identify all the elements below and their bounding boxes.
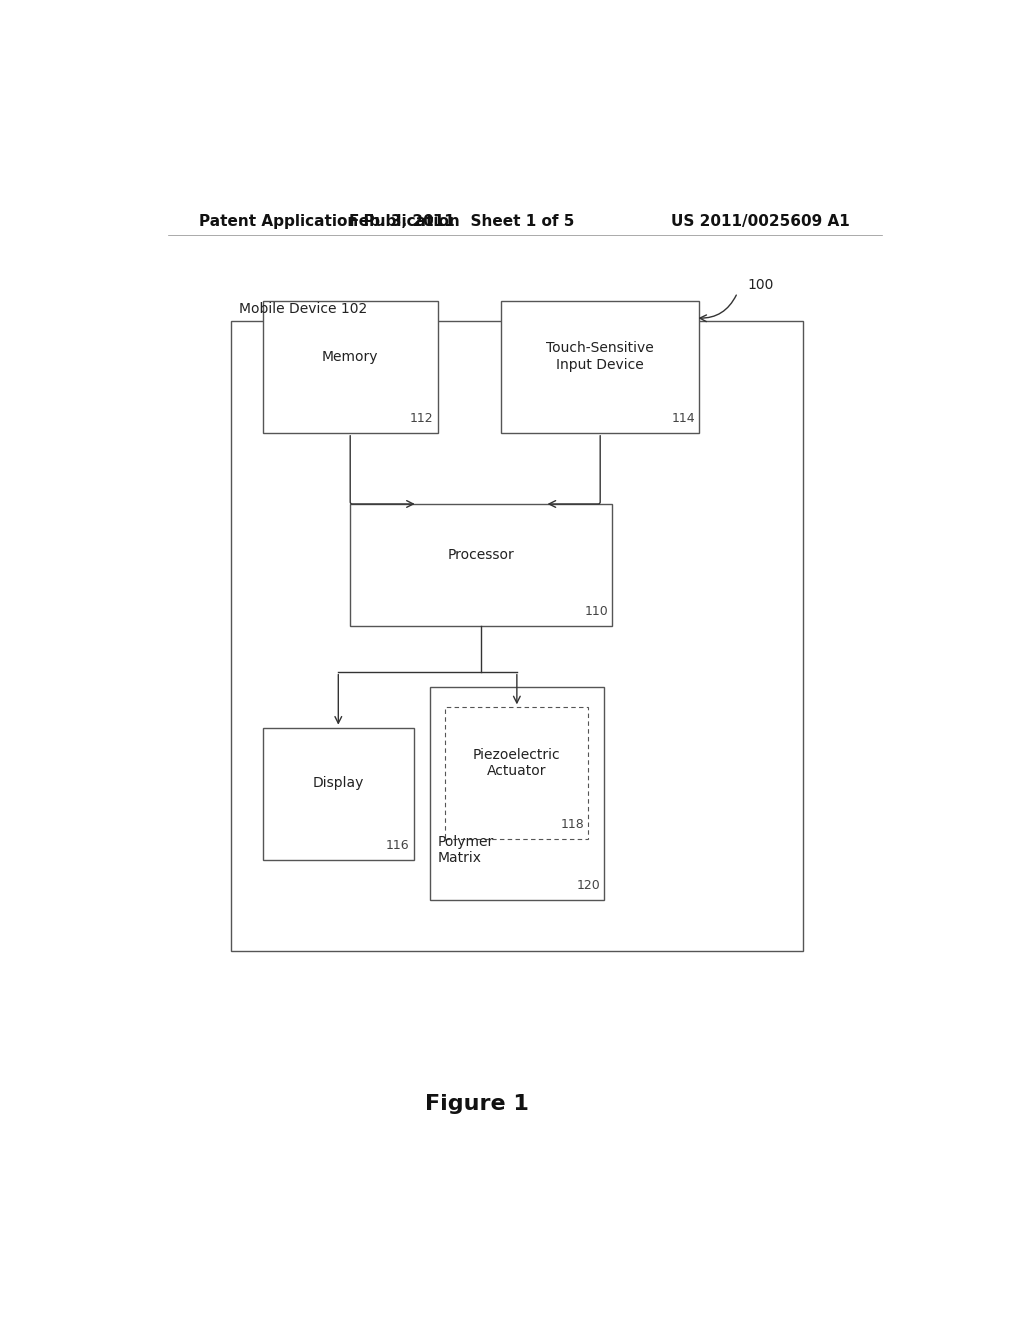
Text: Processor: Processor xyxy=(447,548,514,562)
Text: US 2011/0025609 A1: US 2011/0025609 A1 xyxy=(672,214,850,230)
Bar xyxy=(263,301,437,433)
Text: Touch-Sensitive
Input Device: Touch-Sensitive Input Device xyxy=(547,342,654,372)
Bar xyxy=(445,708,589,840)
Text: 110: 110 xyxy=(585,605,608,618)
Text: 120: 120 xyxy=(577,879,600,892)
Text: Patent Application Publication: Patent Application Publication xyxy=(200,214,460,230)
Bar xyxy=(430,686,604,900)
Text: Feb. 3, 2011   Sheet 1 of 5: Feb. 3, 2011 Sheet 1 of 5 xyxy=(348,214,574,230)
Bar xyxy=(231,321,803,952)
Text: Polymer
Matrix: Polymer Matrix xyxy=(437,834,494,865)
Bar xyxy=(350,504,612,626)
Bar xyxy=(263,727,414,859)
Text: Memory: Memory xyxy=(322,350,379,363)
Text: Figure 1: Figure 1 xyxy=(425,1094,529,1114)
Text: 112: 112 xyxy=(410,412,433,425)
Text: 116: 116 xyxy=(386,838,410,851)
Text: 118: 118 xyxy=(560,818,585,832)
Text: 114: 114 xyxy=(672,412,695,425)
Text: Piezoelectric
Actuator: Piezoelectric Actuator xyxy=(473,748,561,779)
Text: Mobile Device 102: Mobile Device 102 xyxy=(240,302,368,315)
Bar xyxy=(501,301,699,433)
Text: Display: Display xyxy=(312,776,364,791)
Text: 100: 100 xyxy=(748,279,773,293)
